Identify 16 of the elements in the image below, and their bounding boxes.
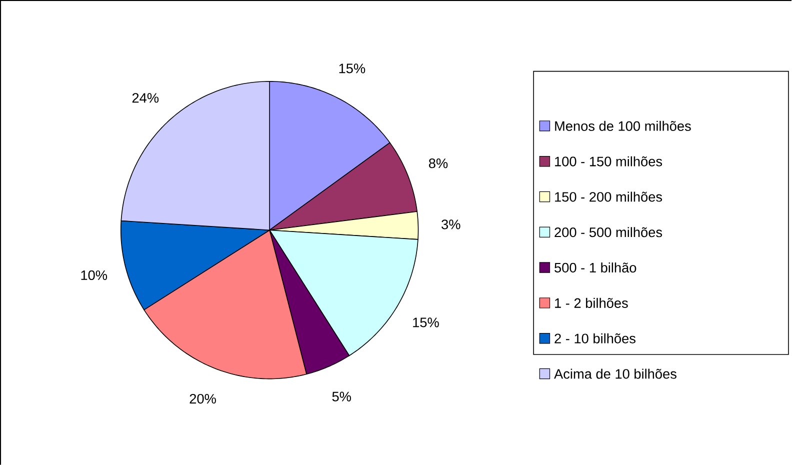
data-label: 15% [339,64,366,74]
legend-label: Menos de 100 milhões [555,120,691,131]
data-label: 8% [428,158,448,168]
legend-label: 200 - 500 milhões [554,226,662,237]
legend-label: 500 - 1 bilhão [554,262,636,272]
data-label: 24% [132,92,159,103]
data-label: 20% [190,394,216,404]
data-label: 10% [81,270,108,280]
data-label: 3% [442,219,460,230]
legend-label: Acima de 10 bilhões [554,368,676,379]
legend-label: 1 - 2 bilhões [555,298,628,308]
legend-label: 100 - 150 milhões [555,156,662,166]
legend-label: 150 - 200 milhões [555,192,662,202]
data-label: 5% [332,392,351,402]
data-label: 15% [413,318,439,328]
legend-label: 2 - 10 bilhões [554,333,636,344]
